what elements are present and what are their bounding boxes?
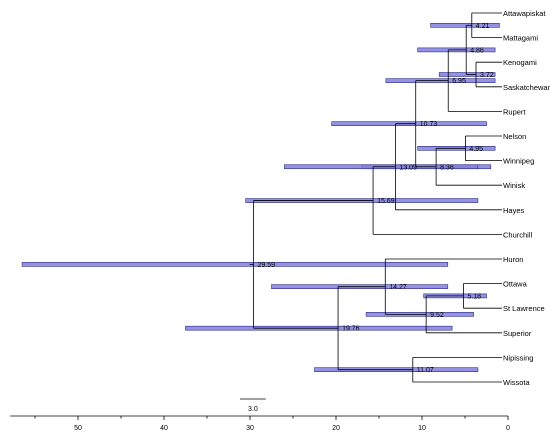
node-age-label: 4.95 <box>469 146 483 153</box>
tip-label-attawapiskat: Attawapiskat <box>503 9 546 18</box>
scale-bar-label: 3.0 <box>248 406 258 413</box>
branches-layer <box>249 12 502 383</box>
tip-label-mattagami: Mattagami <box>503 34 538 43</box>
node-age-label: 8.36 <box>440 164 454 171</box>
tip-label-winisk: Winisk <box>503 181 525 190</box>
axis-tick-label: 50 <box>74 425 82 432</box>
node-age-label: 5.18 <box>467 293 481 300</box>
node-age-label: 29.59 <box>258 262 276 269</box>
tip-label-nipissing: Nipissing <box>503 353 533 362</box>
hpd-bar-n_am <box>430 22 500 28</box>
axis-tick-label: 30 <box>246 425 254 432</box>
node-age-label: 14.27 <box>389 284 407 291</box>
scale-bar: 3.0 <box>240 398 266 413</box>
time-axis: 50 40 30 20 10 0 <box>10 415 510 432</box>
tip-label-churchill: Churchill <box>503 230 533 239</box>
node-age-label: 15.69 <box>377 198 395 205</box>
node-age-label: 9.52 <box>430 312 444 319</box>
axis-tick-label: 20 <box>332 425 340 432</box>
tip-label-ottawa: Ottawa <box>503 280 528 289</box>
node-age-label: 10.73 <box>420 121 438 128</box>
node-age-label: 11.07 <box>417 367 434 374</box>
tip-label-superior: Superior <box>503 329 532 338</box>
tip-label-huron: Huron <box>503 255 523 264</box>
node-age-label: 19.76 <box>342 326 360 333</box>
hpd-bars-layer <box>21 22 500 373</box>
node-age-label: 4.86 <box>470 47 484 54</box>
node-age-label: 6.95 <box>452 78 466 85</box>
node-age-label: 13.09 <box>399 164 417 171</box>
tip-label-wissota: Wissota <box>503 378 531 387</box>
node-age-label: 4.21 <box>476 23 490 30</box>
node-age-label: 3.72 <box>480 72 494 79</box>
hpd-bar-root <box>21 262 449 267</box>
node-age-labels-layer: 4.21 3.72 4.86 6.95 4.95 8.36 10.73 13.09 15.69 5… <box>258 23 494 374</box>
tip-label-kenogami: Kenogami <box>503 58 537 67</box>
axis-tick-label: 40 <box>160 425 168 432</box>
tip-label-winnipeg: Winnipeg <box>503 157 534 166</box>
tip-label-saskatchewan: Saskatchewan <box>503 83 550 92</box>
tip-label-hayes: Hayes <box>503 206 525 215</box>
tip-labels-layer: Attawapiskat Mattagami Kenogami Saskatchewa… <box>503 9 550 387</box>
axis-tick-label: 0 <box>506 425 510 432</box>
axis-tick-label: 10 <box>418 425 426 432</box>
tip-label-nelson: Nelson <box>503 132 526 141</box>
tip-label-rupert: Rupert <box>503 107 526 116</box>
tip-label-st-lawrence: St Lawrence <box>503 304 545 313</box>
